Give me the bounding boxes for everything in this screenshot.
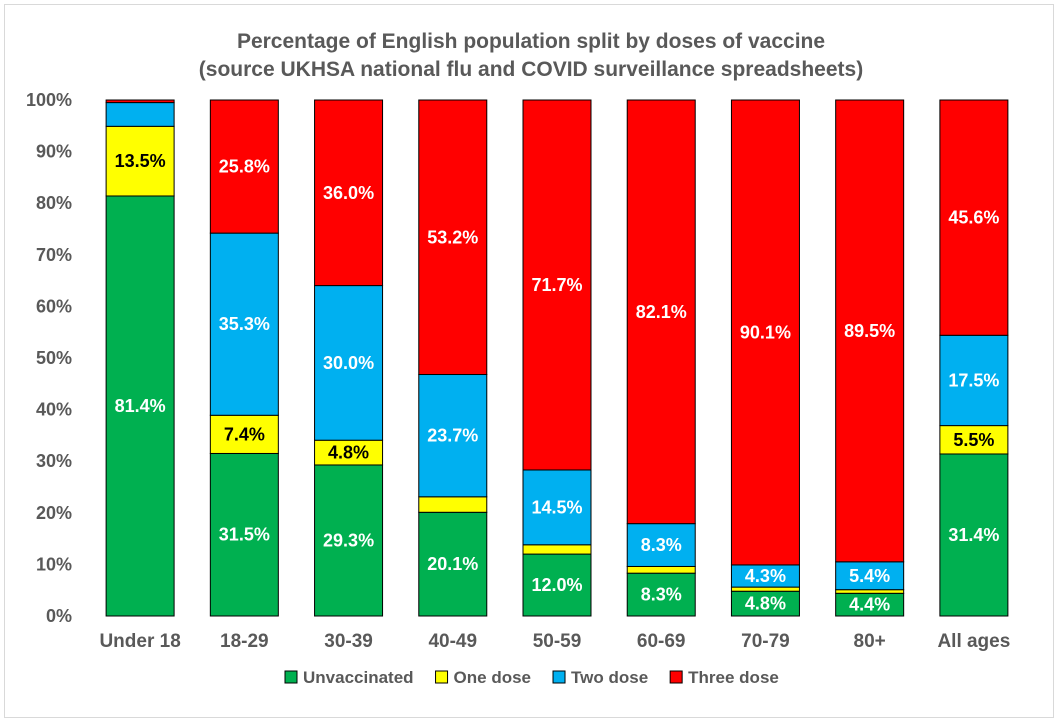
x-tick-label: 50-59 (533, 631, 582, 652)
x-tick-label: 80+ (854, 631, 886, 652)
x-tick-label: 30-39 (324, 631, 373, 652)
chart-title: Percentage of English population split b… (237, 30, 825, 53)
data-label: 7.4% (224, 424, 265, 444)
y-tick-label: 40% (36, 400, 72, 420)
data-label: 90.1% (740, 322, 791, 342)
data-label: 82.1% (636, 302, 687, 322)
bar-segment (626, 99, 696, 525)
y-tick-label: 60% (36, 296, 72, 316)
legend-label: Unvaccinated (303, 668, 414, 687)
y-tick-label: 20% (36, 503, 72, 523)
legend-swatch (284, 670, 298, 684)
legend-label: Three dose (688, 668, 779, 687)
data-label: 4.4% (849, 595, 890, 615)
bar-segment (209, 232, 279, 416)
data-label: 8.3% (641, 585, 682, 605)
bar-segment (209, 452, 279, 617)
data-label: 8.3% (641, 535, 682, 555)
data-label: 71.7% (531, 275, 582, 295)
bar-segment (418, 99, 488, 376)
legend-label: Two dose (571, 668, 648, 687)
bar-segment (730, 99, 800, 566)
bar-segment (522, 469, 592, 546)
data-label: 29.3% (323, 530, 374, 550)
bar-segment (939, 453, 1009, 617)
legend: Unvaccinated One dose Two dose Three dose (284, 668, 779, 687)
data-label: 35.3% (219, 314, 270, 334)
bar-segment (939, 334, 1009, 427)
bar-segment (626, 565, 696, 574)
bar-segment (314, 439, 384, 466)
bar-segment (209, 99, 279, 234)
data-label: 14.5% (531, 497, 582, 517)
x-tick-label: 18-29 (220, 631, 269, 652)
bar-segment (522, 544, 592, 555)
bar-segment (835, 589, 905, 594)
data-label: 30.0% (323, 353, 374, 373)
bar-segment (418, 374, 488, 498)
data-label: 31.4% (948, 525, 999, 545)
y-tick-label: 70% (36, 245, 72, 265)
x-tick-label: 40-49 (428, 631, 477, 652)
data-label: 4.3% (745, 566, 786, 586)
x-axis: Under 18 18-29 30-39 40-49 50-59 60-69 70-79 80… (99, 631, 1010, 652)
y-tick-label: 10% (36, 554, 72, 574)
data-label: 36.0% (323, 183, 374, 203)
data-label: 89.5% (844, 321, 895, 341)
y-axis: 0% 10% 20% 30% 40% 50% 60% 70% 80% 90% 100% (26, 90, 72, 626)
legend-swatch (552, 670, 566, 684)
chart-subtitle: (source UKHSA national flu and COVID sur… (199, 58, 863, 81)
legend-swatch (669, 670, 683, 684)
bar-segment (314, 285, 384, 441)
bar-segment (522, 553, 592, 617)
x-tick-label: 60-69 (637, 631, 686, 652)
bar-segment (835, 99, 905, 563)
data-label: 4.8% (328, 443, 369, 463)
y-tick-label: 0% (46, 606, 72, 626)
data-label: 53.2% (427, 227, 478, 247)
data-label: 17.5% (948, 370, 999, 390)
data-label: 31.5% (219, 525, 270, 545)
x-tick-label: 70-79 (741, 631, 790, 652)
x-tick-label: Under 18 (99, 631, 180, 652)
y-tick-label: 30% (36, 451, 72, 471)
bar-segment (105, 195, 175, 617)
bar-segment (626, 572, 696, 617)
data-label: 5.5% (953, 430, 994, 450)
data-label: 4.8% (745, 594, 786, 614)
bar-segment (105, 102, 175, 127)
data-label: 20.1% (427, 554, 478, 574)
bar-segment (105, 99, 175, 104)
x-tick-label: All ages (937, 631, 1010, 652)
data-label: 81.4% (115, 396, 166, 416)
data-label: 45.6% (948, 208, 999, 228)
data-label: 23.7% (427, 426, 478, 446)
y-tick-label: 80% (36, 193, 72, 213)
y-tick-label: 90% (36, 142, 72, 162)
data-label: 13.5% (115, 151, 166, 171)
bar-segment (626, 523, 696, 567)
y-tick-label: 100% (26, 90, 72, 110)
bar-segment (730, 586, 800, 592)
bar-segment (209, 414, 279, 454)
data-labels: 81.4% 13.5% 31.5% 7.4% 35.3% 25.8% 29.3% 4.8% 30… (115, 151, 1000, 615)
bar-segment (522, 99, 592, 471)
bar-segment (314, 99, 384, 287)
legend-label: One dose (454, 668, 531, 687)
legend-swatch (435, 670, 449, 684)
data-label: 5.4% (849, 566, 890, 586)
bar-segment (418, 496, 488, 513)
bars (105, 99, 1009, 617)
y-tick-label: 50% (36, 348, 72, 368)
bar-segment (939, 99, 1009, 336)
data-label: 12.0% (531, 575, 582, 595)
data-label: 25.8% (219, 157, 270, 177)
